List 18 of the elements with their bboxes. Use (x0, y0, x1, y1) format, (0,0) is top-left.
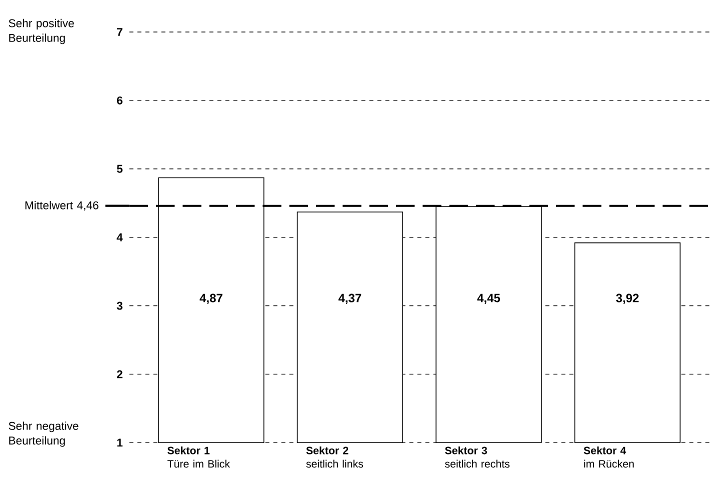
y-tick-label: 2 (116, 370, 122, 378)
x-tick-label: Sektor 1 Türe im Blick (167, 446, 230, 468)
data-label: 4,37 (338, 294, 362, 304)
y-tick-label: 5 (116, 164, 123, 173)
data-label: 4,87 (200, 294, 222, 304)
y-tick-label: 1 (117, 438, 123, 447)
y-tick-label: 4 (116, 233, 123, 242)
y-tick-label: 6 (116, 96, 122, 104)
ref-line-label: Mittelwert 4,46 (25, 201, 98, 211)
y-tick-label: 7 (117, 28, 122, 36)
x-tick-label: Sektor 2 seitlich links (306, 446, 364, 468)
x-tick-label: Sektor 4 im Rücken (584, 446, 634, 468)
text: Sehr positive Beurteilung (8, 18, 74, 44)
text: Sehr negative Beurteilung (8, 422, 78, 447)
y-tick-label: 3 (116, 302, 122, 310)
data-label: 3,92 (616, 294, 639, 304)
x-tick-label: Sektor 3 seitlich rechts (445, 446, 510, 468)
data-label: 4,45 (477, 294, 500, 304)
